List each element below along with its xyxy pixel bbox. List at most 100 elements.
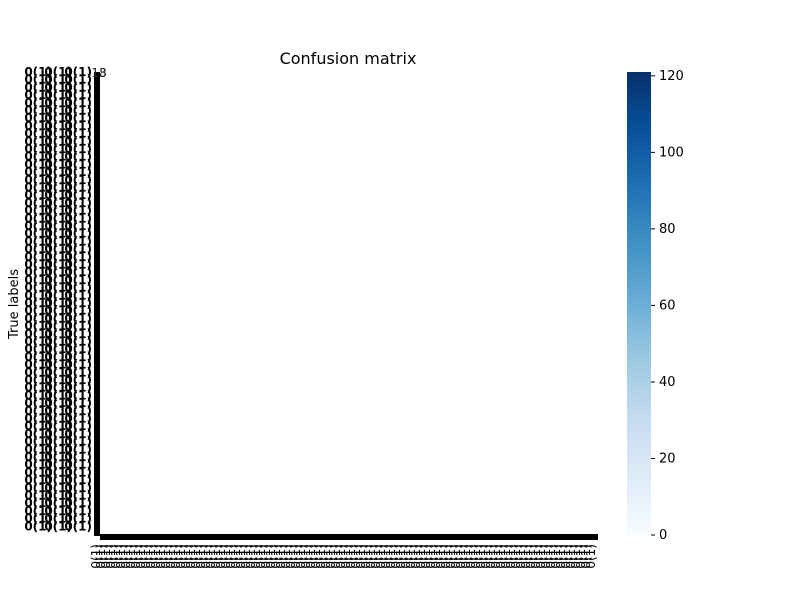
x-tick-label: 0(1) xyxy=(359,544,373,569)
y-tick-label: 0(1) xyxy=(64,104,92,118)
y-tick-label: 0(1) xyxy=(44,519,72,533)
y-tick-label: 0(1) xyxy=(24,412,52,426)
y-tick-label: 0(1) xyxy=(24,111,52,125)
y-tick-label: 0(1) xyxy=(24,204,52,218)
x-tick-label: 0(1) xyxy=(129,544,143,569)
x-tick-label: 0(1) xyxy=(294,544,308,569)
x-tick-label: 0(1) xyxy=(389,544,403,569)
x-tick-label: 0(1) xyxy=(564,544,578,569)
y-tick-label: 0(1) xyxy=(64,73,92,87)
y-tick-label: 0(1) xyxy=(64,173,92,187)
y-tick-label: 0(1) xyxy=(24,381,52,395)
y-tick-label: 0(1) xyxy=(44,342,72,356)
y-tick-label: 0(1) xyxy=(44,412,72,426)
x-tick-label: 0(1) xyxy=(159,544,173,569)
y-tick-label: 0(1) xyxy=(44,427,72,441)
x-tick-label: 0(1) xyxy=(214,544,228,569)
y-tick-label: 0(1) xyxy=(24,465,52,479)
x-tick-label: 0(1) xyxy=(569,544,583,569)
x-tick-label: 0(1) xyxy=(409,544,423,569)
colorbar-gradient xyxy=(627,72,651,535)
x-tick-label: 0(1) xyxy=(559,544,573,569)
y-tick-label: 0(1) xyxy=(44,165,72,179)
y-tick-label: 0(1) xyxy=(64,412,92,426)
y-tick-label: 0(1) xyxy=(64,481,92,495)
x-tick-label: 0(1) xyxy=(379,544,393,569)
y-tick-label: 0(1) xyxy=(64,396,92,410)
y-tick-label: 0(1) xyxy=(24,512,52,526)
y-tick-label: 0(1) xyxy=(44,304,72,318)
x-tick-label: 0(1) xyxy=(469,544,483,569)
y-tick-label: 0(1) xyxy=(24,358,52,372)
x-tick-label: 0(1) xyxy=(484,544,498,569)
x-tick-label: 0(1) xyxy=(494,544,508,569)
y-tick-label: 0(1) xyxy=(24,489,52,503)
y-tick-label: 0(1) xyxy=(24,157,52,171)
y-tick-label: 0(1) xyxy=(44,150,72,164)
y-tick-label: 0(1) xyxy=(64,489,92,503)
y-tick-label: 0(1) xyxy=(24,481,52,495)
x-tick-label: 0(1) xyxy=(574,544,588,569)
x-tick-label: 0(1) xyxy=(519,544,533,569)
y-tick-label: 0(1) xyxy=(24,435,52,449)
y-tick-label: 0(1) xyxy=(64,265,92,279)
x-tick-label: 0(1) xyxy=(204,544,218,569)
y-tick-label: 0(1) xyxy=(64,450,92,464)
y-tick-label: 0(1) xyxy=(64,342,92,356)
y-tick-label: 0(1) xyxy=(44,211,72,225)
x-tick-label: 0(1) xyxy=(444,544,458,569)
x-axis-spine-block xyxy=(100,534,598,540)
y-tick-label: 0(1) xyxy=(64,358,92,372)
y-tick-label: 0(1) xyxy=(44,134,72,148)
y-tick-labels: 0(1)0(1)0(1)0(1)0(1)0(1)0(1)0(1)0(1)0(1)… xyxy=(24,65,92,533)
y-tick-label: 0(1) xyxy=(24,365,52,379)
y-tick-label: 0(1) xyxy=(24,188,52,202)
x-tick-label: 0(1) xyxy=(419,544,433,569)
y-tick-label: 0(1) xyxy=(64,111,92,125)
x-tick-label: 0(1) xyxy=(99,544,113,569)
y-tick-label: 0(1) xyxy=(44,188,72,202)
x-tick-label: 0(1) xyxy=(104,544,118,569)
x-tick-label: 0(1) xyxy=(414,544,428,569)
y-tick-label: 0(1) xyxy=(44,242,72,256)
y-axis-label: True labels xyxy=(7,269,22,340)
y-tick-label: 0(1) xyxy=(44,288,72,302)
y-tick-label: 0(1) xyxy=(44,65,72,79)
y-tick-label: 0(1) xyxy=(64,219,92,233)
y-tick-label: 0(1) xyxy=(44,388,72,402)
x-tick-label: 0(1) xyxy=(274,544,288,569)
y-tick-label: 0(1) xyxy=(64,211,92,225)
x-tick-label: 0(1) xyxy=(344,544,358,569)
x-tick-label: 0(1) xyxy=(299,544,313,569)
x-tick-label: 0(1) xyxy=(319,544,333,569)
x-tick-label: 0(1) xyxy=(479,544,493,569)
y-tick-label: 0(1) xyxy=(64,80,92,94)
y-tick-label: 0(1) xyxy=(44,350,72,364)
y-tick-label: 0(1) xyxy=(64,458,92,472)
y-tick-label: 0(1) xyxy=(24,350,52,364)
y-tick-label: 0(1) xyxy=(64,296,92,310)
x-tick-label: 0(1) xyxy=(514,544,528,569)
y-tick-label: 0(1) xyxy=(24,342,52,356)
x-tick-label: 0(1) xyxy=(394,544,408,569)
x-tick-label: 0(1) xyxy=(239,544,253,569)
colorbar-tick-label: 100 xyxy=(659,145,684,160)
x-tick-label: 0(1) xyxy=(384,544,398,569)
y-tick-label: 0(1) xyxy=(24,458,52,472)
y-tick-label: 0(1) xyxy=(24,127,52,141)
x-tick-label: 0(1) xyxy=(309,544,323,569)
cell-value-label: 13 xyxy=(91,66,106,80)
y-tick-label: 0(1) xyxy=(44,173,72,187)
y-tick-label: 0(1) xyxy=(44,481,72,495)
x-tick-label: 0(1) xyxy=(504,544,518,569)
y-tick-label: 0(1) xyxy=(24,65,52,79)
y-tick-label: 0(1) xyxy=(24,335,52,349)
y-tick-label: 0(1) xyxy=(64,227,92,241)
y-tick-label: 0(1) xyxy=(24,388,52,402)
heatmap-area xyxy=(94,72,598,540)
x-tick-label: 0(1) xyxy=(264,544,278,569)
y-tick-label: 0(1) xyxy=(44,273,72,287)
y-tick-label: 0(1) xyxy=(64,242,92,256)
x-tick-label: 0(1) xyxy=(254,544,268,569)
